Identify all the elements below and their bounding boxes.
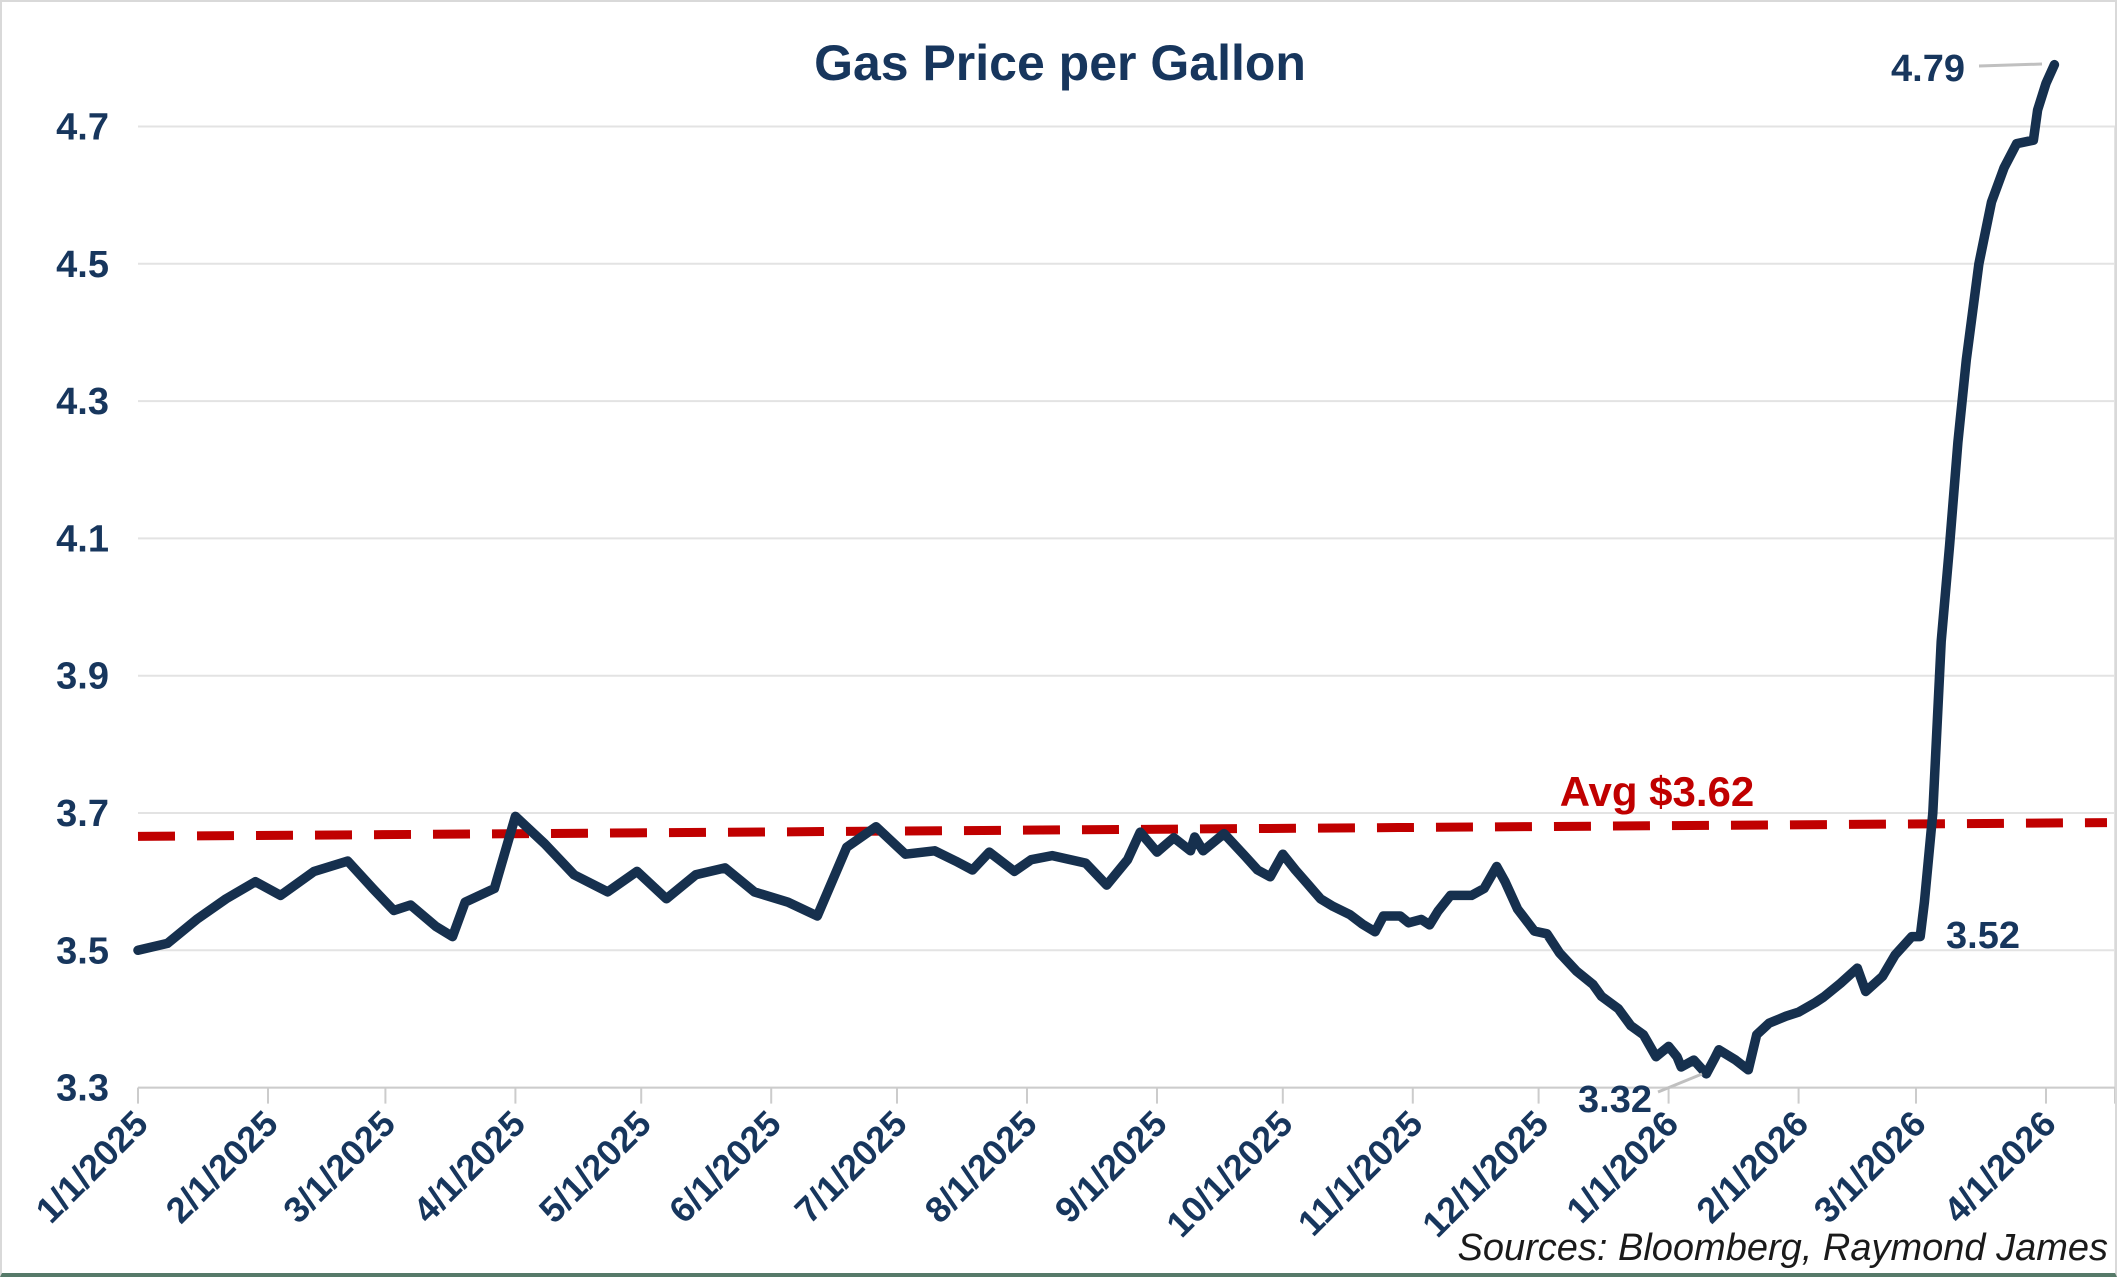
annotation-low-value: 3.32 — [1578, 1079, 1652, 1121]
y-axis-label-3.7: 3.7 — [56, 793, 109, 835]
x-axis-label: 3/1/2026 — [1806, 1103, 1934, 1231]
series-layer — [133, 59, 2108, 1079]
x-axis-label: 9/1/2025 — [1047, 1103, 1175, 1231]
average-dashed-line — [137, 818, 2108, 841]
y-axis-label-4.3: 4.3 — [56, 381, 109, 423]
y-axis-label-3.5: 3.5 — [56, 930, 109, 972]
y-axis-label-3.3: 3.3 — [56, 1068, 109, 1110]
avg-line-label: Avg $3.62 — [1560, 768, 1755, 815]
x-axis-label: 10/1/2025 — [1158, 1103, 1300, 1245]
gas-price-series-line — [133, 59, 2060, 1079]
y-axis-label-4.7: 4.7 — [56, 107, 109, 149]
x-axis-label: 8/1/2025 — [917, 1103, 1045, 1231]
x-axis-label: 6/1/2025 — [661, 1103, 789, 1231]
y-axis-label-4.1: 4.1 — [56, 518, 109, 560]
gridlines-layer — [138, 125, 2115, 1089]
x-axis-label: 4/1/2025 — [405, 1103, 533, 1231]
x-axis-label: 5/1/2025 — [531, 1103, 659, 1231]
y-axis-label-4.5: 4.5 — [56, 244, 109, 286]
y-axis-label-3.9: 3.9 — [56, 656, 109, 698]
annotation-pre-spike-value: 3.52 — [1946, 915, 2020, 957]
x-axis-label: 1/1/2026 — [1558, 1103, 1686, 1231]
x-axis-label: 11/1/2025 — [1290, 1103, 1431, 1244]
annotation-low-leader-line — [1657, 1072, 1703, 1094]
source-note: Sources: Bloomberg, Raymond James — [1457, 1227, 2108, 1269]
x-axis-label: 2/1/2025 — [158, 1103, 286, 1231]
x-axis-label: 1/1/2025 — [28, 1103, 156, 1231]
x-axis-label: 4/1/2026 — [1936, 1103, 2064, 1231]
annotation-high-leader-line — [1978, 62, 2043, 68]
x-axis-label: 3/1/2025 — [275, 1103, 403, 1231]
x-axis-label: 2/1/2026 — [1688, 1103, 1816, 1231]
x-axis-label: 12/1/2025 — [1414, 1103, 1556, 1245]
chart-title: Gas Price per Gallon — [814, 35, 1306, 91]
annotation-high-value: 4.79 — [1891, 48, 1965, 90]
x-axis-label: 7/1/2025 — [787, 1103, 915, 1231]
